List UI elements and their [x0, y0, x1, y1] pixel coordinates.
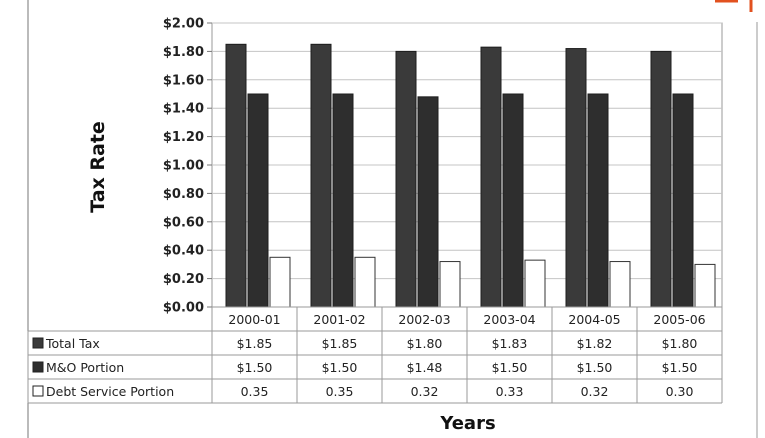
legend-key-mo-portion — [32, 361, 44, 373]
table-value: $1.50 — [237, 360, 273, 375]
table-value: $1.80 — [407, 336, 443, 351]
table-value: 0.32 — [581, 384, 609, 399]
bar-debt-service — [524, 259, 546, 308]
bar-total-tax — [310, 43, 332, 308]
table-value: $1.50 — [577, 360, 613, 375]
legend-label: Debt Service Portion — [46, 384, 174, 399]
bar-total-tax — [650, 50, 672, 308]
data-table: 2000-01 2001-02 2002-03 2003-04 2004-05 2005-… — [27, 306, 723, 404]
bar-mo-portion — [587, 93, 609, 308]
legend-key-total-tax — [32, 337, 44, 349]
bar-debt-service — [354, 256, 376, 308]
y-tick-label: $0.40 — [163, 244, 204, 259]
category-label: 2001-02 — [313, 312, 365, 327]
bar-total-tax — [565, 48, 587, 308]
bar-mo-portion — [672, 93, 694, 308]
table-value: $1.48 — [407, 360, 443, 375]
y-tick-label: $1.40 — [163, 102, 204, 117]
plot-area: $0.00 $0.20 $0.40 $0.60 $0.80 $1.00 $1.20 $1.40… — [163, 17, 723, 316]
bar-mo-portion — [417, 96, 439, 308]
bar-debt-service — [609, 261, 631, 308]
category-label: 2003-04 — [483, 312, 535, 327]
bar-mo-portion — [247, 93, 269, 308]
legend-label: M&O Portion — [46, 360, 124, 375]
table-value: 0.35 — [241, 384, 269, 399]
bar-total-tax — [480, 46, 502, 308]
y-tick-label: $1.60 — [163, 73, 204, 88]
table-value: $1.85 — [322, 336, 358, 351]
category-label: 2002-03 — [398, 312, 450, 327]
table-value: 0.32 — [411, 384, 439, 399]
bar-debt-service — [439, 261, 461, 308]
table-value: $1.50 — [322, 360, 358, 375]
bar-debt-service — [269, 256, 291, 308]
table-value: 0.30 — [666, 384, 694, 399]
y-tick-label: $2.00 — [163, 17, 204, 32]
bar-mo-portion — [502, 93, 524, 308]
category-label: 2004-05 — [568, 312, 620, 327]
y-tick-label: $0.80 — [163, 187, 204, 202]
bar-total-tax — [395, 50, 417, 308]
y-tick-label: $0.60 — [163, 215, 204, 230]
y-tick-label: $1.80 — [163, 45, 204, 60]
table-value: $1.83 — [492, 336, 528, 351]
legend-key-debt-service — [32, 385, 44, 397]
bar-total-tax — [225, 43, 247, 308]
table-value: $1.82 — [577, 336, 613, 351]
y-axis-title: Tax Rate — [87, 121, 109, 213]
y-tick-label: $1.20 — [163, 130, 204, 145]
category-label: 2005-06 — [653, 312, 705, 327]
table-value: 0.33 — [496, 384, 524, 399]
bar-mo-portion — [332, 93, 354, 308]
category-label: 2000-01 — [228, 312, 280, 327]
table-value: $1.80 — [662, 336, 698, 351]
table-value: $1.50 — [492, 360, 528, 375]
legend-label: Total Tax — [45, 336, 100, 351]
table-value: $1.50 — [662, 360, 698, 375]
y-tick-label: $0.00 — [163, 301, 204, 316]
x-axis-title: Years — [439, 413, 495, 434]
y-tick-label: $1.00 — [163, 159, 204, 174]
table-value: 0.35 — [326, 384, 354, 399]
table-value: $1.85 — [237, 336, 273, 351]
y-tick-label: $0.20 — [163, 272, 204, 287]
bar-debt-service — [694, 263, 716, 308]
